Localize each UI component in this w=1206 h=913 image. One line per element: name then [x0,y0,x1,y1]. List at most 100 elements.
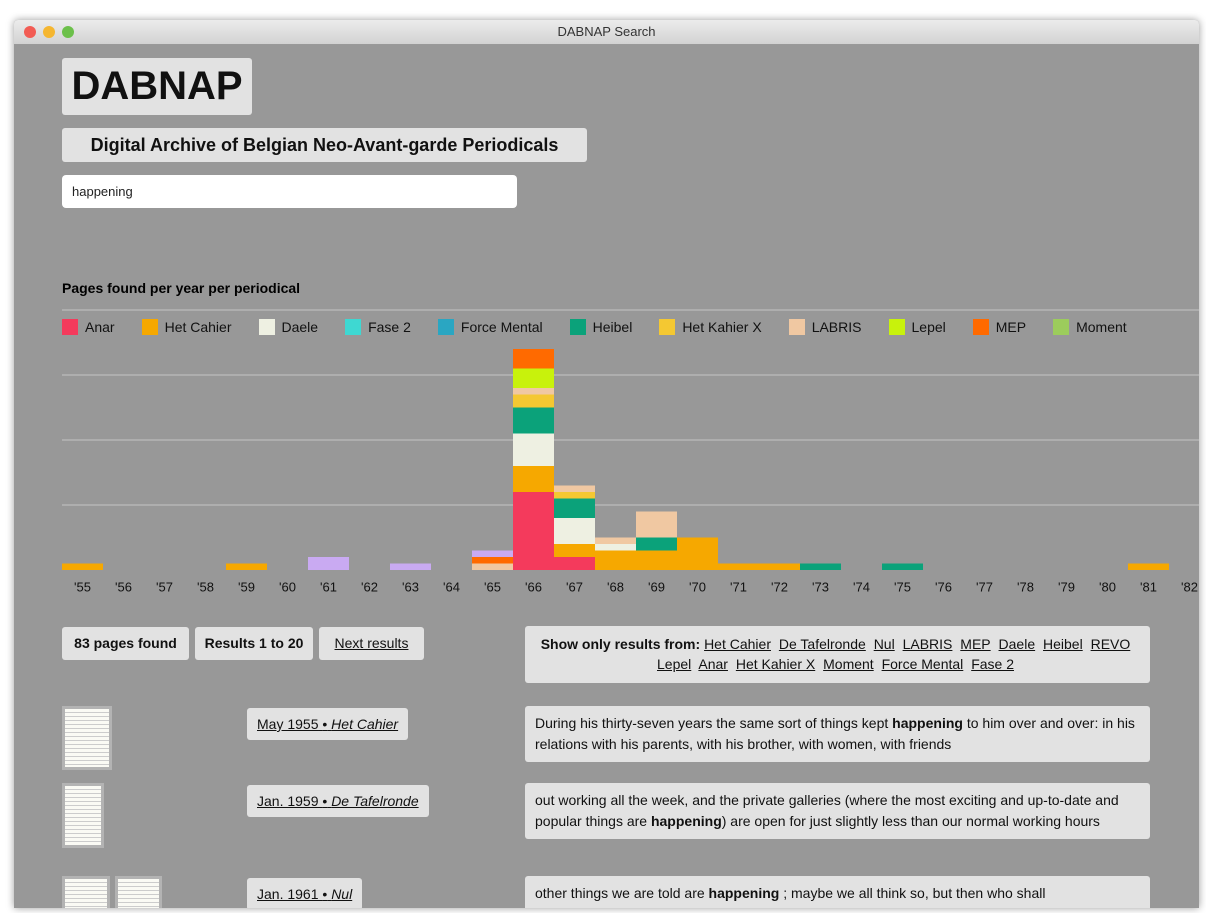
x-tick-label: '60 [279,579,296,594]
bar-segment [800,564,841,571]
x-tick-label: '55 [74,579,91,594]
window-content: DABNAP Search DABNAP Digital Archive of … [14,20,1199,908]
bar-segment [513,369,554,389]
x-tick-label: '81 [1140,579,1157,594]
bar-segment [636,512,677,538]
x-tick-label: '75 [894,579,911,594]
search-input[interactable]: happening [62,175,517,208]
result-date-link[interactable]: Jan. 1959 • De Tafelronde [247,785,429,817]
bar-segment [554,499,595,519]
result-separator: • [322,716,327,732]
legend-swatch [889,319,905,335]
filter-link[interactable]: Lepel [657,656,691,672]
legend-label: Lepel [912,319,946,335]
x-tick-label: '67 [566,579,583,594]
bar-segment [1128,564,1169,571]
filter-link[interactable]: MEP [960,636,990,652]
filter-link[interactable]: Anar [698,656,728,672]
result-date-link[interactable]: Jan. 1961 • Nul [247,878,362,908]
legend-label: LABRIS [812,319,862,335]
snippet-match: happening [709,885,780,901]
result-date: Jan. 1959 [257,793,319,809]
snippet-text: ) are open for just slightly less than o… [722,813,1100,829]
filter-link[interactable]: REVO [1091,636,1131,652]
legend-item[interactable]: Lepel [889,319,946,335]
x-tick-label: '62 [361,579,378,594]
filter-link[interactable]: Nul [874,636,895,652]
page-thumbnail[interactable] [115,876,162,908]
filter-link[interactable]: Moment [823,656,874,672]
legend-item[interactable]: Heibel [570,319,633,335]
bar-segment [595,551,636,571]
x-tick-label: '59 [238,579,255,594]
x-tick-label: '66 [525,579,542,594]
legend-item[interactable]: Het Cahier [142,319,232,335]
legend-item[interactable]: Anar [62,319,115,335]
filter-link[interactable]: Fase 2 [971,656,1014,672]
legend-item[interactable]: MEP [973,319,1026,335]
x-tick-label: '68 [607,579,624,594]
filter-link[interactable]: Het Cahier [704,636,771,652]
legend-swatch [62,319,78,335]
result-snippet: During his thirty-seven years the same s… [525,706,1150,762]
result-date: May 1955 [257,716,318,732]
legend-item[interactable]: Force Mental [438,319,543,335]
minimize-button[interactable] [43,26,55,38]
app-window: DABNAP Search DABNAP Digital Archive of … [14,20,1199,908]
bar-segment [759,564,800,571]
filter-link[interactable]: Daele [999,636,1036,652]
legend-item[interactable]: Het Kahier X [659,319,761,335]
next-results-link[interactable]: Next results [319,627,424,660]
filter-link[interactable]: Heibel [1043,636,1083,652]
legend-swatch [570,319,586,335]
thumbnail-page [65,709,109,767]
x-tick-label: '77 [976,579,993,594]
legend: Anar Het Cahier Daele Fase 2 Force Mental Hei… [62,319,1154,335]
filter-link[interactable]: Het Kahier X [736,656,815,672]
result-range: Results 1 to 20 [195,627,313,660]
site-title: DABNAP [62,58,252,115]
result-snippet: other things we are told are happening ;… [525,876,1150,908]
result-periodical: Het Cahier [331,716,398,732]
page-thumbnail[interactable] [62,706,112,770]
filter-link[interactable]: LABRIS [903,636,953,652]
bar-segment [513,408,554,434]
filter-link[interactable]: De Tafelronde [779,636,866,652]
filter-link[interactable]: Force Mental [882,656,964,672]
filter-box: Show only results from: Het Cahier De Ta… [525,626,1150,683]
page-thumbnail[interactable] [62,876,110,908]
bar-segment [513,395,554,408]
x-tick-label: '61 [320,579,337,594]
title-bar: DABNAP Search [14,20,1199,45]
result-date-link[interactable]: May 1955 • Het Cahier [247,708,408,740]
snippet-match: happening [651,813,722,829]
result-periodical: De Tafelronde [331,793,418,809]
x-tick-label: '74 [853,579,870,594]
legend-label: MEP [996,319,1026,335]
result-separator: • [322,886,327,902]
result-snippet: out working all the week, and the privat… [525,783,1150,839]
legend-item[interactable]: Daele [259,319,319,335]
legend-swatch [142,319,158,335]
legend-label: Moment [1076,319,1127,335]
filter-label: Show only results from: [541,636,700,652]
result-count: 83 pages found [62,627,189,660]
legend-item[interactable]: Moment [1053,319,1127,335]
legend-item[interactable]: Fase 2 [345,319,411,335]
bar-segment [308,557,349,570]
page-thumbnail[interactable] [62,783,104,848]
bar-segment [472,557,513,564]
close-button[interactable] [24,26,36,38]
chart: '55'56'57'58'59'60'61'62'63'64'65'66'67'… [14,300,1199,610]
legend-item[interactable]: LABRIS [789,319,862,335]
x-tick-label: '79 [1058,579,1075,594]
bar-segment [554,492,595,499]
legend-swatch [259,319,275,335]
bar-segment [472,551,513,558]
snippet-text: During his thirty-seven years the same s… [535,715,892,731]
bar-segment [636,538,677,551]
zoom-button[interactable] [62,26,74,38]
x-tick-label: '69 [648,579,665,594]
bar-segment [554,557,595,570]
x-tick-label: '56 [115,579,132,594]
